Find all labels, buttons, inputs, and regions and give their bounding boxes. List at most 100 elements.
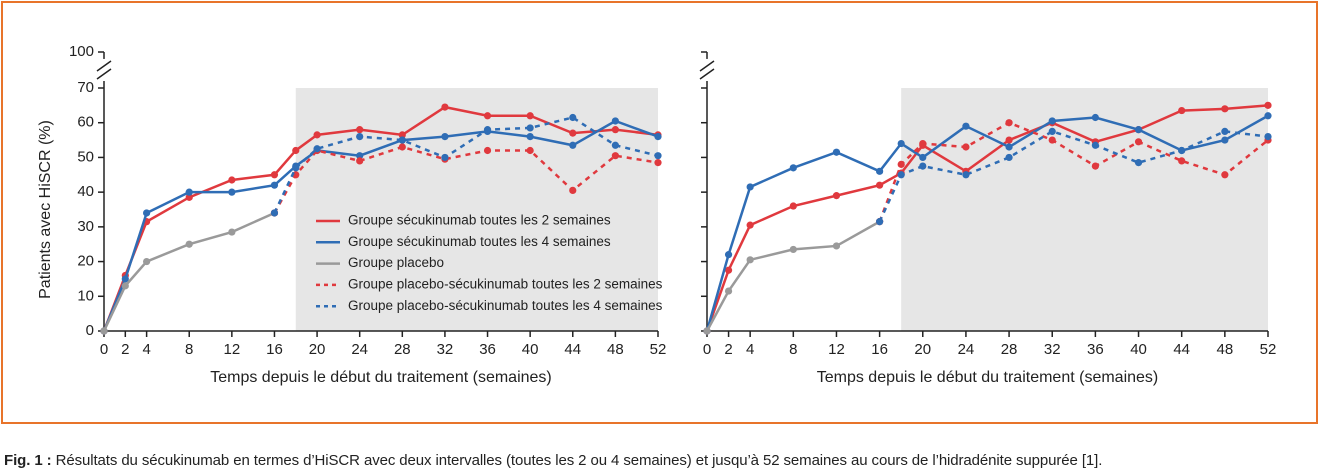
data-point <box>1264 133 1272 141</box>
legend-label: Groupe placebo-sécukinumab toutes les 4 … <box>348 298 663 313</box>
x-tick-label: 0 <box>703 341 711 358</box>
data-point <box>100 327 108 335</box>
data-point <box>1178 106 1186 115</box>
x-tick-label: 32 <box>1044 341 1061 358</box>
data-point <box>962 122 970 130</box>
data-point <box>832 148 841 156</box>
data-point <box>1005 136 1013 144</box>
data-point <box>441 103 449 111</box>
data-point <box>356 126 364 134</box>
data-point <box>1091 141 1099 149</box>
data-point <box>611 152 619 160</box>
data-point <box>270 181 279 189</box>
data-point <box>483 126 492 134</box>
data-point <box>526 124 534 132</box>
x-tick-label: 20 <box>309 341 326 358</box>
data-point <box>1134 138 1143 146</box>
y-tick-label: 60 <box>77 114 94 131</box>
data-point <box>703 327 711 335</box>
data-point <box>1134 126 1143 134</box>
caption: Fig. 1 : Résultats du sécukinumab en ter… <box>4 452 1102 469</box>
data-point <box>569 129 577 137</box>
data-point <box>1221 105 1229 113</box>
legend-label: Groupe sécukinumab toutes les 4 semaines <box>348 234 611 249</box>
data-point <box>611 141 619 149</box>
data-point <box>483 112 492 120</box>
x-tick-label: 8 <box>185 341 193 358</box>
legend-label: Groupe sécukinumab toutes les 2 semaines <box>348 213 611 228</box>
data-point <box>143 209 151 217</box>
y-axis-label: Patients avec HiSCR (%) <box>37 120 54 299</box>
x-tick-label: 36 <box>1087 341 1104 358</box>
y-tick-label: 100 <box>69 43 94 60</box>
data-point <box>876 218 884 226</box>
data-point <box>746 221 754 229</box>
data-point <box>1048 117 1056 125</box>
data-point <box>1221 136 1229 144</box>
y-tick-label: 20 <box>77 253 94 270</box>
data-point <box>724 266 733 274</box>
data-point <box>356 152 364 160</box>
data-point <box>746 256 754 264</box>
series-line <box>273 145 659 214</box>
data-point <box>832 242 841 250</box>
data-point <box>897 139 905 148</box>
x-tick-label: 8 <box>789 341 797 358</box>
data-point <box>1005 143 1013 151</box>
data-point <box>1091 113 1099 122</box>
data-point <box>398 131 406 139</box>
data-point <box>897 171 905 179</box>
data-point <box>270 171 279 179</box>
x-tick-label: 52 <box>1260 341 1277 358</box>
data-point <box>228 176 236 184</box>
data-point <box>1005 119 1013 127</box>
y-tick-label: 30 <box>77 218 94 235</box>
data-point <box>1134 159 1143 167</box>
y-tick-label: 50 <box>77 148 94 165</box>
x-axis-label: Temps depuis le début du traitement (sem… <box>817 369 1159 386</box>
data-point <box>789 164 797 172</box>
x-tick-label: 48 <box>1217 341 1234 358</box>
data-point <box>569 141 577 149</box>
data-point <box>832 192 841 200</box>
data-point <box>611 126 619 134</box>
data-point <box>121 275 129 283</box>
data-point <box>1178 146 1186 155</box>
data-point <box>441 133 449 141</box>
data-point <box>1005 153 1013 162</box>
data-point <box>526 112 534 120</box>
x-tick-label: 12 <box>828 341 845 358</box>
x-tick-label: 52 <box>650 341 667 358</box>
data-point <box>228 188 236 196</box>
data-point <box>724 287 733 295</box>
x-tick-label: 0 <box>100 341 108 358</box>
data-point <box>292 146 300 155</box>
data-point <box>483 146 492 155</box>
x-tick-label: 2 <box>724 341 732 358</box>
x-axis-label: Temps depuis le début du traitement (sem… <box>210 369 552 386</box>
data-point <box>611 117 619 125</box>
data-point <box>270 209 279 217</box>
data-point <box>569 186 577 195</box>
data-point <box>121 282 129 290</box>
legend-label: Groupe placebo <box>348 255 444 270</box>
x-tick-label: 24 <box>958 341 975 358</box>
x-tick-label: 4 <box>142 341 150 358</box>
x-tick-label: 2 <box>121 341 129 358</box>
x-tick-label: 36 <box>479 341 496 358</box>
x-tick-label: 48 <box>607 341 624 358</box>
data-point <box>185 240 193 248</box>
y-tick-label: 0 <box>86 322 94 339</box>
data-point <box>441 153 449 162</box>
data-point <box>185 193 193 201</box>
data-point <box>1048 136 1056 144</box>
data-point <box>185 188 193 196</box>
series-line <box>705 114 1269 332</box>
x-tick-label: 24 <box>351 341 368 358</box>
x-tick-label: 4 <box>746 341 754 358</box>
data-point <box>1264 101 1272 109</box>
data-point <box>143 257 151 266</box>
x-tick-label: 16 <box>871 341 888 358</box>
